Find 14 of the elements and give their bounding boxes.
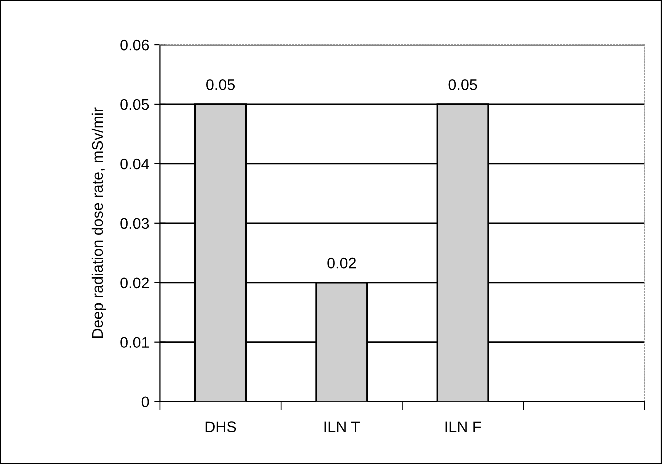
y-tick-label: 0.03 (120, 218, 150, 230)
x-tick-label: DHS (206, 422, 236, 432)
data-label: 0.05 (448, 80, 478, 90)
y-axis-title: Deep radiation dose rate, mSv/mir (92, 108, 106, 338)
x-tick-label: ILN F (446, 422, 482, 432)
x-tick-label: ILN T (324, 422, 360, 432)
y-tick-label: 0 (142, 396, 150, 408)
y-tick-label: 0.04 (120, 158, 150, 170)
data-label: 0.05 (206, 80, 236, 90)
y-tick-label: 0.05 (120, 99, 150, 110)
y-tick-label: 0.06 (120, 40, 150, 51)
y-tick-label: 0.01 (120, 337, 150, 348)
y-tick-label: 0.02 (120, 278, 150, 289)
data-label: 0.02 (328, 258, 356, 269)
